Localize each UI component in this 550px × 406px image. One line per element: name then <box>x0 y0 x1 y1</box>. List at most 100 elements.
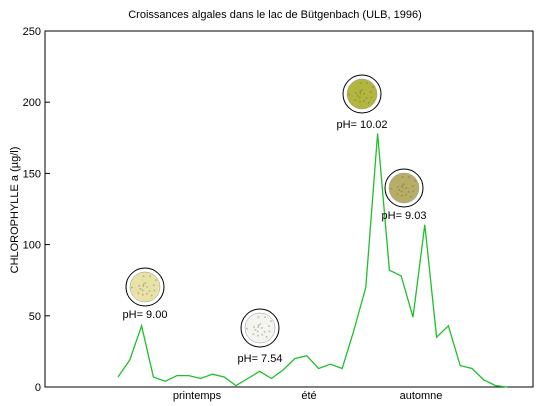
algae-speck <box>257 334 259 337</box>
algae-speck <box>142 285 145 287</box>
algae-speck <box>144 282 147 284</box>
sample-water <box>244 312 276 344</box>
algae-speck <box>146 292 149 295</box>
algae-speck <box>138 285 141 287</box>
algae-speck <box>270 320 272 322</box>
y-tick-label: 50 <box>29 311 41 323</box>
sample-water <box>346 78 378 110</box>
algae-speck <box>397 186 399 188</box>
algae-speck <box>259 323 262 325</box>
y-axis: 0 50 100 150 200 250 <box>23 26 50 394</box>
algae-speck <box>348 93 350 96</box>
algae-speck <box>142 275 145 277</box>
algae-speck <box>359 82 362 84</box>
algae-speck <box>261 333 263 336</box>
algae-speck <box>414 180 416 182</box>
sample-annotations: pH= 9.00 pH= 7.54 pH= 10.02 pH= 9.03 <box>123 74 427 365</box>
algae-speck <box>265 335 268 338</box>
algae-speck <box>412 190 415 193</box>
ph-label: pH= 10.02 <box>336 119 387 131</box>
season-label: automne <box>400 390 443 402</box>
algae-speck <box>131 286 133 289</box>
y-tick-label: 200 <box>23 97 41 109</box>
algae-speck <box>363 99 365 102</box>
algae-speck <box>408 176 410 179</box>
algae-speck <box>137 292 140 294</box>
algae-speck <box>268 330 271 333</box>
algae-speck <box>153 289 156 292</box>
algae-speck <box>141 289 144 292</box>
algae-speck <box>361 89 364 91</box>
y-tick-label: 100 <box>23 240 41 252</box>
algae-speck <box>149 275 152 277</box>
algae-speck <box>254 329 257 331</box>
ph-label: pH= 9.00 <box>123 309 168 321</box>
chlorophyll-line <box>117 133 508 388</box>
algae-speck <box>403 183 406 185</box>
algae-speck <box>369 91 372 93</box>
algae-speck <box>261 327 263 329</box>
algae-speck <box>401 184 404 187</box>
algae-speck <box>139 288 142 290</box>
algae-speck <box>359 90 362 93</box>
algae-speck <box>390 187 392 190</box>
algae-speck <box>354 99 357 101</box>
algae-speck <box>407 191 410 193</box>
algae-speck <box>252 333 255 335</box>
algae-speck <box>355 92 357 94</box>
algae-speck <box>409 195 412 198</box>
algae-speck <box>246 327 248 330</box>
algae-speck <box>370 96 373 99</box>
algae-speck <box>401 176 404 179</box>
algae-speck <box>257 316 260 318</box>
season-labels: printemps été automne <box>173 390 443 402</box>
algae-speck <box>405 193 407 196</box>
season-label: été <box>301 390 316 402</box>
algae-speck <box>148 290 151 292</box>
algae-speck <box>365 97 368 99</box>
season-label: printemps <box>173 390 222 402</box>
algae-speck <box>401 194 403 197</box>
algae-speck <box>267 325 270 327</box>
y-axis-label: CHLOROPHYLLE a (µg/l) <box>9 147 21 274</box>
algae-speck <box>356 95 359 97</box>
sample-annotation: pH= 7.54 <box>238 308 283 365</box>
algae-speck <box>264 316 266 318</box>
algae-speck <box>152 284 155 286</box>
algae-speck <box>367 101 370 104</box>
ph-label: pH= 7.54 <box>238 353 283 365</box>
algae-speck <box>155 279 157 281</box>
algae-speck <box>142 293 144 296</box>
algae-speck <box>366 82 368 84</box>
algae-speck <box>146 286 148 288</box>
sample-water <box>388 172 420 204</box>
algae-speck <box>257 326 260 328</box>
algae-speck <box>401 186 404 188</box>
algae-speck <box>253 326 256 328</box>
algae-speck <box>411 185 414 188</box>
ph-label: pH= 9.03 <box>382 210 427 222</box>
y-tick-label: 0 <box>35 382 41 394</box>
algae-speck <box>256 330 259 333</box>
plot-frame <box>44 30 534 388</box>
algae-speck <box>359 100 361 103</box>
algae-speck <box>396 193 399 196</box>
sample-annotation: pH= 9.03 <box>382 168 427 222</box>
y-tick-label: 250 <box>23 26 41 38</box>
algae-speck <box>405 187 407 189</box>
algae-speck <box>398 189 401 191</box>
sample-water <box>129 271 161 303</box>
algae-speck <box>257 324 260 327</box>
algae-speck <box>372 86 374 88</box>
sample-annotation: pH= 10.02 <box>336 74 388 131</box>
sample-annotation: pH= 9.00 <box>123 267 168 321</box>
algae-speck <box>263 331 266 333</box>
chart-title: Croissances algales dans le lac de Bütge… <box>128 9 422 21</box>
algae-speck <box>142 283 145 286</box>
y-tick-label: 150 <box>23 168 41 180</box>
algae-speck <box>359 92 362 94</box>
algae-speck <box>358 96 361 99</box>
algae-speck <box>150 294 153 297</box>
algae-speck <box>400 190 403 193</box>
